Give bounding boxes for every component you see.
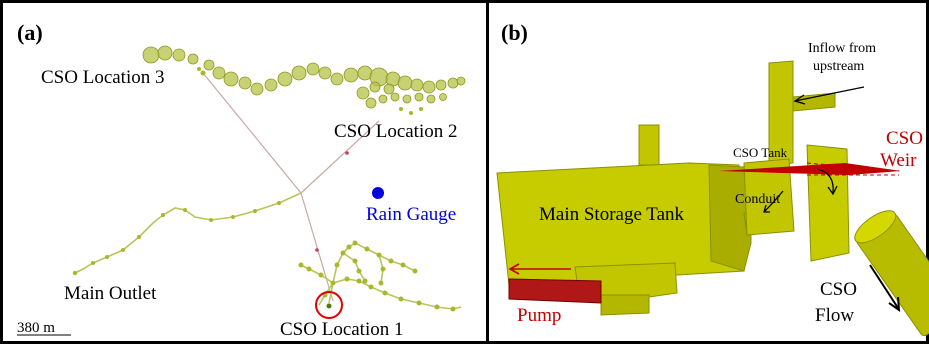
panel-a: (a) CSO Location 3 CSO Location 2 Rain G…	[0, 0, 489, 344]
pump-label: Pump	[517, 305, 562, 326]
rain-gauge-label: Rain Gauge	[366, 204, 457, 225]
network-map	[17, 45, 466, 336]
inflow-riser	[768, 60, 794, 166]
cso-tank-label: CSO Tank	[733, 145, 788, 160]
panel-b-tag: (b)	[501, 20, 528, 45]
panel-a-tag: (a)	[17, 20, 43, 45]
pump-pipe	[508, 278, 602, 304]
conduit-label: Conduit	[735, 192, 781, 207]
outlet-nodes	[72, 201, 281, 276]
trunk-node	[345, 151, 349, 155]
upper-small-nodes	[197, 67, 423, 115]
cso-location-1-node	[326, 303, 332, 309]
rain-gauge-marker	[372, 187, 384, 199]
main-storage-tank-label: Main Storage Tank	[539, 204, 685, 225]
weir-chamber	[806, 144, 850, 262]
cso-flow-pipe	[854, 210, 929, 337]
pump-arrow	[508, 263, 571, 275]
cso-weir-label-line1: CSO	[886, 128, 923, 149]
cso-flow-label-line2: Flow	[815, 305, 855, 326]
lower-nodes	[298, 240, 456, 312]
main-outlet-label: Main Outlet	[64, 283, 157, 304]
inflow-label-line2: upstream	[813, 59, 865, 74]
cso-location-1-label: CSO Location 1	[280, 319, 404, 340]
cso-weir-label-line2: Weir	[880, 150, 917, 171]
outlet-branch	[74, 192, 302, 274]
inflow-label-line1: Inflow from	[808, 41, 877, 56]
storage-model	[496, 60, 929, 337]
trunk-node	[315, 248, 319, 252]
cso-weir	[719, 163, 901, 175]
storage-chimney	[638, 124, 660, 166]
upper-network	[142, 45, 466, 109]
cso-tank	[743, 158, 795, 236]
flow-arrows	[763, 86, 901, 313]
weir-dashed	[806, 162, 900, 172]
pump-base	[600, 294, 650, 316]
cso-location-1-marker	[315, 291, 343, 319]
cso-location-2-label: CSO Location 2	[334, 121, 458, 142]
inflow-pipe	[792, 92, 836, 112]
cso-location-3-label: CSO Location 3	[41, 67, 165, 88]
panel-b: (b) Inflow from upstream CSO Tank CSO We…	[486, 0, 929, 344]
cso-flow-label-line1: CSO	[820, 279, 857, 300]
scale-label: 380 m	[17, 320, 55, 336]
trunk-pipes	[202, 72, 380, 302]
